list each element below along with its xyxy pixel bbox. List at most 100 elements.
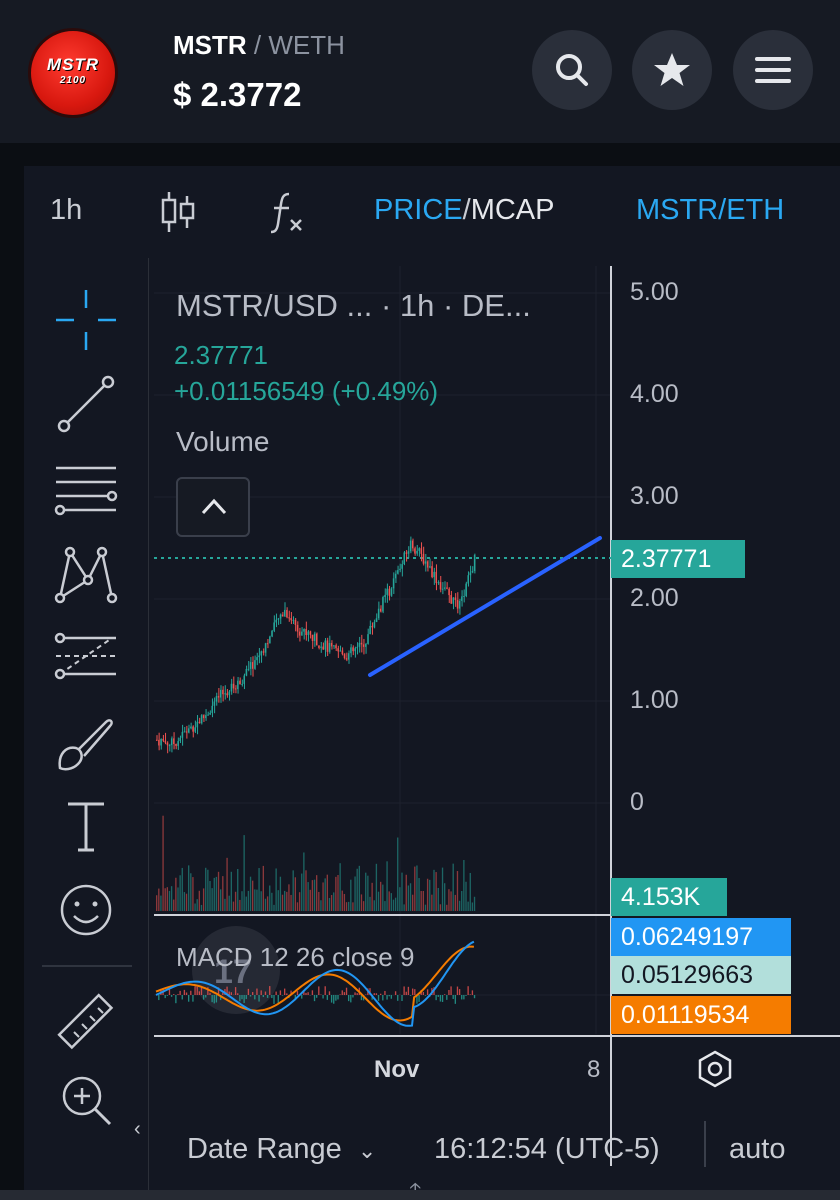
candle: [215, 696, 218, 702]
macd-pane: [155, 940, 476, 1027]
macd-histogram-bar: [469, 994, 471, 995]
brush-tool[interactable]: [52, 710, 120, 778]
macd-histogram-bar: [158, 995, 160, 1001]
macd-histogram-bar: [307, 992, 309, 995]
favorite-button[interactable]: [632, 30, 712, 110]
candle: [422, 553, 425, 564]
volume-bar: [392, 899, 395, 911]
volume-bar: [247, 890, 250, 911]
volume-bar: [245, 896, 247, 911]
candle: [262, 651, 265, 653]
volume-bar: [200, 904, 203, 911]
emoji-tool[interactable]: [52, 876, 120, 944]
macd-histogram-bar: [375, 993, 378, 995]
collapse-toolbar-icon[interactable]: ‹: [134, 1118, 141, 1140]
candle: [177, 741, 179, 746]
macd-histogram-bar: [230, 992, 232, 995]
candle: [205, 715, 207, 719]
candle: [335, 645, 337, 649]
zoom-in-tool[interactable]: [52, 1066, 120, 1134]
candle: [252, 662, 254, 669]
candle: [465, 583, 467, 597]
settings-icon[interactable]: [694, 1048, 736, 1090]
candle: [232, 683, 235, 689]
price-chart[interactable]: 17: [24, 166, 840, 1166]
macd-histogram-bar: [237, 993, 239, 995]
candle: [429, 566, 431, 568]
macd-histogram-bar: [424, 995, 427, 996]
macd-histogram-bar: [446, 995, 448, 1000]
macd-histogram-bar: [382, 995, 384, 1001]
candle: [241, 683, 243, 685]
candle: [463, 596, 465, 598]
price-mcap-toggle[interactable]: PRICE/MCAP: [374, 194, 555, 227]
macd-histogram-bar: [294, 995, 296, 1000]
volume-bar: [409, 883, 412, 911]
candle: [439, 582, 442, 590]
candle: [328, 642, 331, 652]
volume-bar: [330, 895, 333, 911]
prediction-tool[interactable]: [52, 626, 120, 694]
interval-button[interactable]: 1h: [50, 194, 83, 226]
volume-bar: [382, 884, 384, 911]
macd-histogram-bar: [416, 995, 418, 1004]
macd-histogram-bar: [220, 995, 222, 1001]
volume-bar: [422, 890, 424, 911]
volume-bar: [458, 900, 461, 911]
text-tool[interactable]: [52, 792, 120, 860]
volume-bar: [373, 900, 375, 911]
macd-histogram-bar: [386, 995, 388, 1000]
volume-bar: [307, 882, 309, 911]
volume-bar: [284, 890, 286, 911]
candle: [239, 680, 241, 685]
ruler-tool[interactable]: [52, 988, 120, 1056]
candles-icon[interactable]: [158, 190, 198, 234]
candle: [365, 643, 367, 647]
macd-histogram-bar: [322, 995, 324, 999]
date-range-button[interactable]: Date Range ⌄: [187, 1133, 376, 1166]
volume-bar: [473, 896, 476, 911]
candle: [311, 634, 314, 641]
macd-histogram-bar: [354, 992, 356, 995]
macd-histogram-bar: [181, 995, 183, 1000]
legend-collapse-button[interactable]: [176, 477, 250, 537]
histogram-value-tag: 0.01119534: [611, 996, 791, 1034]
macd-histogram-bar: [281, 995, 284, 996]
candle: [245, 668, 248, 676]
crosshair-tool[interactable]: [52, 286, 120, 354]
trend-line-drawing[interactable]: [368, 536, 602, 677]
macd-histogram-bar: [412, 988, 414, 995]
price-mcap-separator: /: [462, 194, 471, 226]
macd-histogram-bar: [241, 995, 243, 1000]
volume-bar: [311, 880, 314, 911]
candle: [190, 726, 192, 729]
indicators-icon[interactable]: [267, 190, 307, 234]
volume-bar: [365, 872, 367, 911]
clock-timezone[interactable]: 16:12:54 (UTC-5): [434, 1133, 660, 1165]
time-axis-label-8: 8: [587, 1056, 601, 1083]
auto-scale-button[interactable]: auto: [729, 1133, 786, 1165]
volume-bar: [252, 880, 254, 911]
candle: [284, 609, 286, 617]
logo-title: MSTR: [46, 55, 100, 74]
volume-bar: [256, 889, 258, 911]
candle: [249, 662, 252, 669]
volume-bar: [456, 871, 459, 911]
pattern-tool[interactable]: [52, 540, 120, 608]
fib-levels-tool[interactable]: [52, 458, 120, 526]
candle: [352, 647, 354, 652]
candle: [456, 599, 459, 609]
pair-toggle[interactable]: MSTR/ETH: [636, 194, 785, 226]
volume-bar: [194, 903, 196, 911]
menu-button[interactable]: [733, 30, 813, 110]
macd-histogram-bar: [473, 995, 476, 999]
candle: [200, 715, 203, 724]
macd-histogram-bar: [311, 990, 314, 995]
macd-histogram-bar: [258, 995, 260, 1002]
candle: [290, 618, 292, 621]
search-button[interactable]: [532, 30, 612, 110]
volume-bar: [358, 865, 360, 911]
trend-line-tool[interactable]: [52, 370, 120, 438]
scrollbar[interactable]: [0, 1190, 840, 1200]
macd-histogram-bar: [175, 995, 177, 1004]
